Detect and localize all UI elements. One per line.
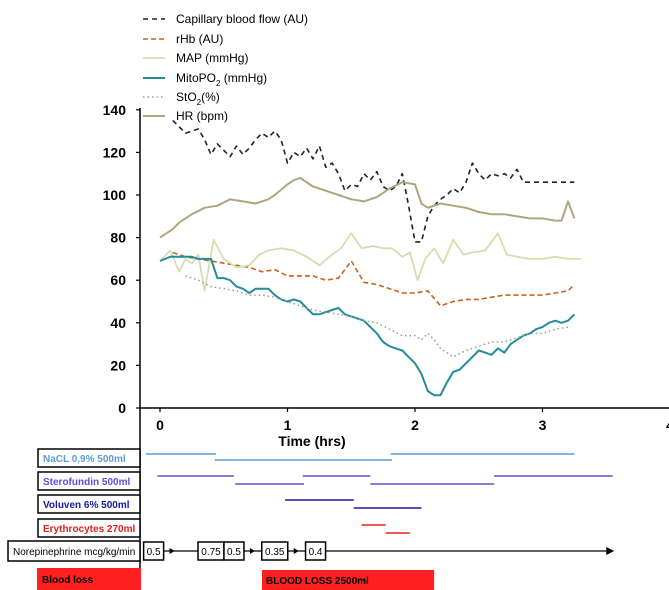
dose-arrow-icon xyxy=(169,548,175,554)
treatment-label-box xyxy=(37,494,141,514)
treatment-label: NaCL 0,9% 500ml xyxy=(43,454,126,465)
legend-label: Capillary blood flow (AU) xyxy=(176,12,308,26)
dose-arrow-icon xyxy=(249,548,255,554)
series-line-mito xyxy=(159,255,576,397)
dose-box xyxy=(261,541,289,561)
treatment-label: Sterofundin 500ml xyxy=(43,477,130,488)
blood-loss-label-box xyxy=(37,568,141,590)
y-tick-label: 100 xyxy=(103,187,127,203)
dose-value: 0.75 xyxy=(201,547,221,558)
dose-arrow-icon xyxy=(293,548,299,554)
dose-value: 0.35 xyxy=(265,547,285,558)
x-tick-label: 1 xyxy=(284,417,292,433)
legend-label: StO2(%) xyxy=(176,90,220,107)
series-line-sto2 xyxy=(185,275,569,358)
y-tick-label: 80 xyxy=(110,230,126,246)
treatment-label-box xyxy=(37,448,141,468)
x-axis-title: Time (hrs) xyxy=(278,433,345,449)
blood-loss-bar-label: BLOOD LOSS 2500ml xyxy=(266,576,369,587)
y-tick-label: 40 xyxy=(110,315,126,331)
dose-box xyxy=(304,541,327,561)
x-tick-label: 4 xyxy=(666,417,669,433)
treatment-label: Erythrocytes 270ml xyxy=(43,524,135,535)
norepinephrine-label: Norepinephrine mcg/kg/min xyxy=(13,547,135,558)
legend: Capillary blood flow (AU) rHb (AU) MAP (mm… xyxy=(143,12,308,123)
axes: 0 20 40 60 80 100 120 140 0 1 2 3 4 Time (hrs) xyxy=(103,102,669,590)
arrow-head-icon xyxy=(606,547,615,555)
series-line-rhb xyxy=(172,251,575,307)
dose-value: 0.5 xyxy=(227,547,241,558)
legend-label: MitoPO2 (mmHg) xyxy=(176,71,267,88)
legend-label: MAP (mmHg) xyxy=(176,51,248,65)
treatment-label-box xyxy=(37,471,141,491)
series-line-map xyxy=(159,232,581,292)
y-tick-label: 60 xyxy=(110,272,126,288)
y-tick-label: 120 xyxy=(103,144,127,160)
timeline: NaCL 0,9% 500ml Sterofundin 500ml Voluven … xyxy=(7,448,615,590)
x-tick-label: 3 xyxy=(539,417,547,433)
dose-box xyxy=(142,541,165,561)
series-line-hr xyxy=(159,177,576,239)
norepinephrine-label-box xyxy=(7,540,141,562)
y-tick-label: 140 xyxy=(103,102,127,118)
dose-value: 0.4 xyxy=(309,547,323,558)
blood-loss-label: Blood loss xyxy=(42,575,94,586)
x-tick-label: 2 xyxy=(411,417,419,433)
dose-value: 0.5 xyxy=(147,547,161,558)
treatment-label-box xyxy=(37,518,141,538)
legend-label: HR (bpm) xyxy=(176,109,228,123)
blood-loss-bar xyxy=(262,570,435,590)
x-tick-label: 0 xyxy=(156,417,164,433)
series-line-capillary xyxy=(172,119,575,243)
legend-label: rHb (AU) xyxy=(176,32,223,46)
y-tick-label: 0 xyxy=(118,400,126,416)
y-tick-label: 20 xyxy=(110,357,126,373)
series xyxy=(159,119,581,397)
dose-box xyxy=(223,541,245,561)
treatment-label: Voluven 6% 500ml xyxy=(43,500,130,511)
